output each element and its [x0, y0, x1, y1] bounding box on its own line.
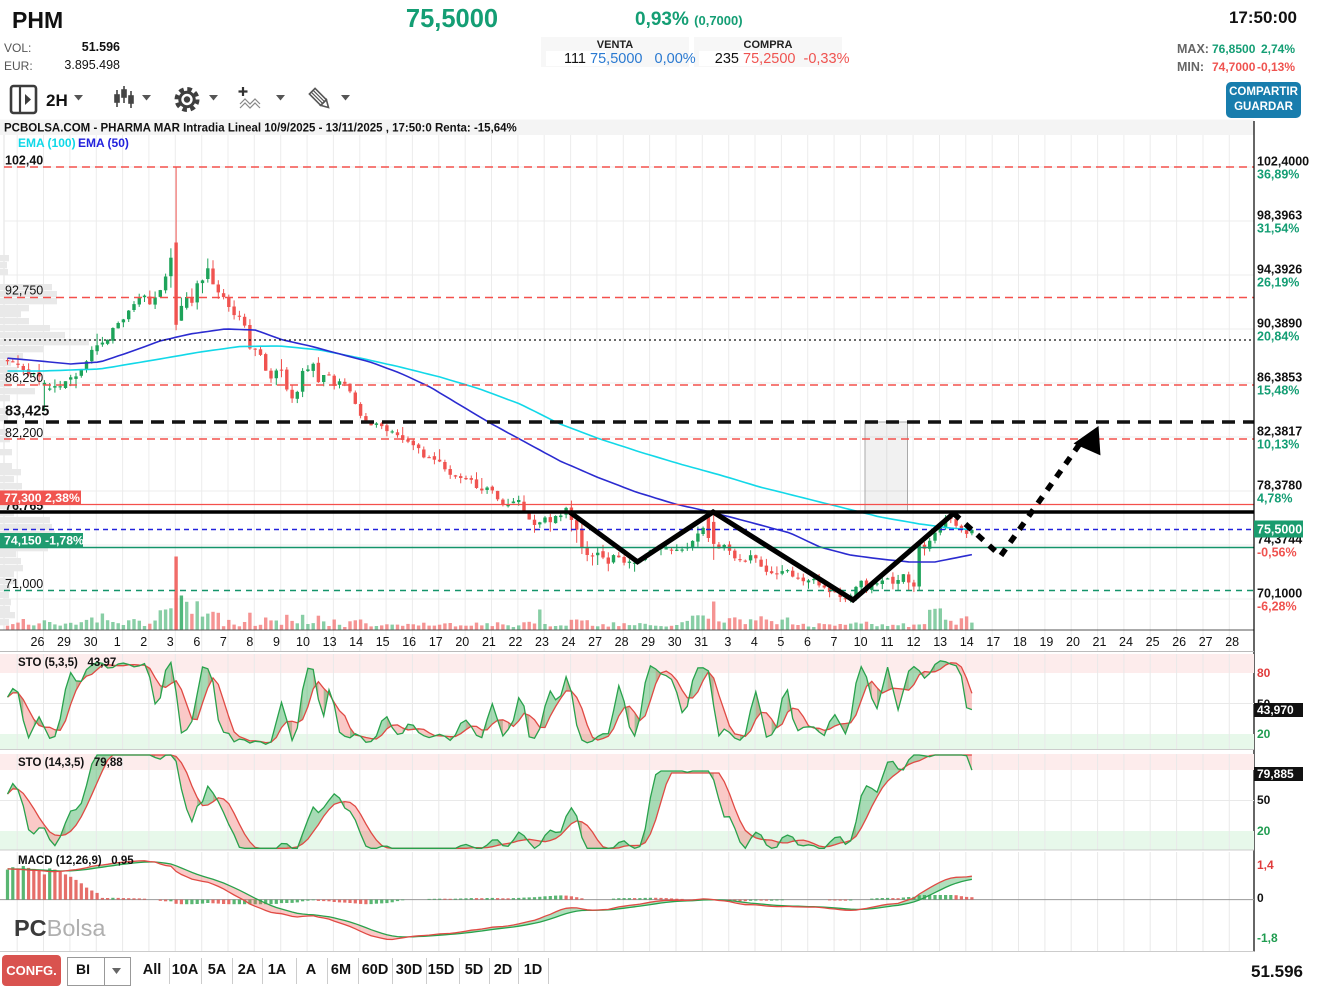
svg-text:20,84%: 20,84% — [1257, 330, 1299, 344]
svg-text:90,3890: 90,3890 — [1257, 317, 1302, 331]
svg-text:43,970: 43,970 — [1257, 703, 1294, 717]
svg-text:7: 7 — [831, 635, 838, 649]
svg-text:92,750: 92,750 — [5, 284, 43, 298]
svg-text:102,40: 102,40 — [5, 154, 43, 168]
svg-text:75,5000: 75,5000 — [1257, 523, 1302, 537]
svg-text:1,4: 1,4 — [1257, 858, 1274, 872]
svg-text:24: 24 — [562, 635, 576, 649]
svg-text:26: 26 — [1172, 635, 1186, 649]
svg-text:79,885: 79,885 — [1257, 767, 1294, 781]
svg-text:4: 4 — [751, 635, 758, 649]
svg-text:30: 30 — [668, 635, 682, 649]
svg-text:14: 14 — [349, 635, 363, 649]
svg-text:0: 0 — [1257, 891, 1264, 905]
svg-text:17: 17 — [429, 635, 443, 649]
svg-text:27: 27 — [588, 635, 602, 649]
svg-text:6: 6 — [804, 635, 811, 649]
svg-text:98,3963: 98,3963 — [1257, 209, 1302, 223]
svg-text:10: 10 — [296, 635, 310, 649]
svg-text:78,3780: 78,3780 — [1257, 479, 1302, 493]
svg-text:82,3817: 82,3817 — [1257, 425, 1302, 439]
svg-text:50: 50 — [1257, 793, 1271, 807]
svg-text:8: 8 — [246, 635, 253, 649]
svg-text:28: 28 — [615, 635, 629, 649]
svg-text:77,300 2,38%: 77,300 2,38% — [4, 491, 80, 505]
svg-text:13: 13 — [933, 635, 947, 649]
svg-text:EMA (100): EMA (100) — [18, 136, 76, 150]
svg-text:9: 9 — [273, 635, 280, 649]
svg-text:20: 20 — [1257, 727, 1271, 741]
svg-text:20: 20 — [455, 635, 469, 649]
svg-text:-1,8: -1,8 — [1257, 931, 1278, 945]
svg-text:102,4000: 102,4000 — [1257, 155, 1309, 169]
svg-text:14: 14 — [960, 635, 974, 649]
svg-text:29: 29 — [57, 635, 71, 649]
svg-text:2H: 2H — [46, 91, 68, 110]
svg-text:17: 17 — [986, 635, 1000, 649]
svg-text:94,3926: 94,3926 — [1257, 263, 1302, 277]
svg-text:31,54%: 31,54% — [1257, 222, 1299, 236]
svg-text:31: 31 — [694, 635, 708, 649]
svg-text:12: 12 — [907, 635, 921, 649]
svg-text:MACD (12,26,9) 0,95: MACD (12,26,9) 0,95 — [18, 855, 134, 867]
svg-text:36,89%: 36,89% — [1257, 168, 1299, 182]
svg-text:5: 5 — [777, 635, 784, 649]
svg-text:13: 13 — [323, 635, 337, 649]
svg-text:82,200: 82,200 — [5, 426, 43, 440]
svg-text:EMA (50): EMA (50) — [78, 136, 129, 150]
svg-text:27: 27 — [1199, 635, 1213, 649]
svg-text:22: 22 — [508, 635, 522, 649]
svg-text:1: 1 — [114, 635, 121, 649]
svg-text:3: 3 — [167, 635, 174, 649]
svg-text:-0,56%: -0,56% — [1257, 546, 1297, 560]
svg-text:6: 6 — [193, 635, 200, 649]
svg-text:10: 10 — [854, 635, 868, 649]
svg-text:18: 18 — [1013, 635, 1027, 649]
svg-text:-6,28%: -6,28% — [1257, 600, 1297, 614]
svg-text:PCBOLSA.COM - PHARMA MAR Intra: PCBOLSA.COM - PHARMA MAR Intradia Lineal… — [4, 123, 517, 135]
svg-text:STO (5,3,5) 43,97: STO (5,3,5) 43,97 — [18, 657, 116, 669]
svg-text:30: 30 — [84, 635, 98, 649]
svg-text:86,250: 86,250 — [5, 371, 43, 385]
svg-text:28: 28 — [1225, 635, 1239, 649]
svg-text:STO (14,3,5) 79,88: STO (14,3,5) 79,88 — [18, 757, 123, 769]
svg-text:20: 20 — [1066, 635, 1080, 649]
svg-text:80: 80 — [1257, 666, 1271, 680]
svg-text:83,425: 83,425 — [5, 404, 49, 420]
svg-text:3: 3 — [724, 635, 731, 649]
svg-text:PCBolsa: PCBolsa — [14, 915, 106, 941]
svg-text:71,000: 71,000 — [5, 577, 43, 591]
svg-text:10,13%: 10,13% — [1257, 438, 1299, 452]
svg-text:26: 26 — [31, 635, 45, 649]
svg-text:23: 23 — [535, 635, 549, 649]
svg-text:21: 21 — [482, 635, 496, 649]
svg-text:74,150 -1,78%: 74,150 -1,78% — [4, 534, 84, 548]
svg-text:24: 24 — [1119, 635, 1133, 649]
svg-text:20: 20 — [1257, 824, 1271, 838]
svg-text:70,1000: 70,1000 — [1257, 587, 1302, 601]
svg-text:21: 21 — [1093, 635, 1107, 649]
svg-text:2: 2 — [140, 635, 147, 649]
svg-text:4,78%: 4,78% — [1257, 492, 1292, 506]
svg-text:86,3853: 86,3853 — [1257, 371, 1302, 385]
svg-text:25: 25 — [1146, 635, 1160, 649]
svg-text:15,48%: 15,48% — [1257, 384, 1299, 398]
svg-text:19: 19 — [1039, 635, 1053, 649]
svg-text:29: 29 — [641, 635, 655, 649]
svg-text:7: 7 — [220, 635, 227, 649]
svg-text:26,19%: 26,19% — [1257, 276, 1299, 290]
svg-text:11: 11 — [881, 635, 894, 649]
svg-text:15: 15 — [376, 635, 390, 649]
svg-text:16: 16 — [402, 635, 416, 649]
